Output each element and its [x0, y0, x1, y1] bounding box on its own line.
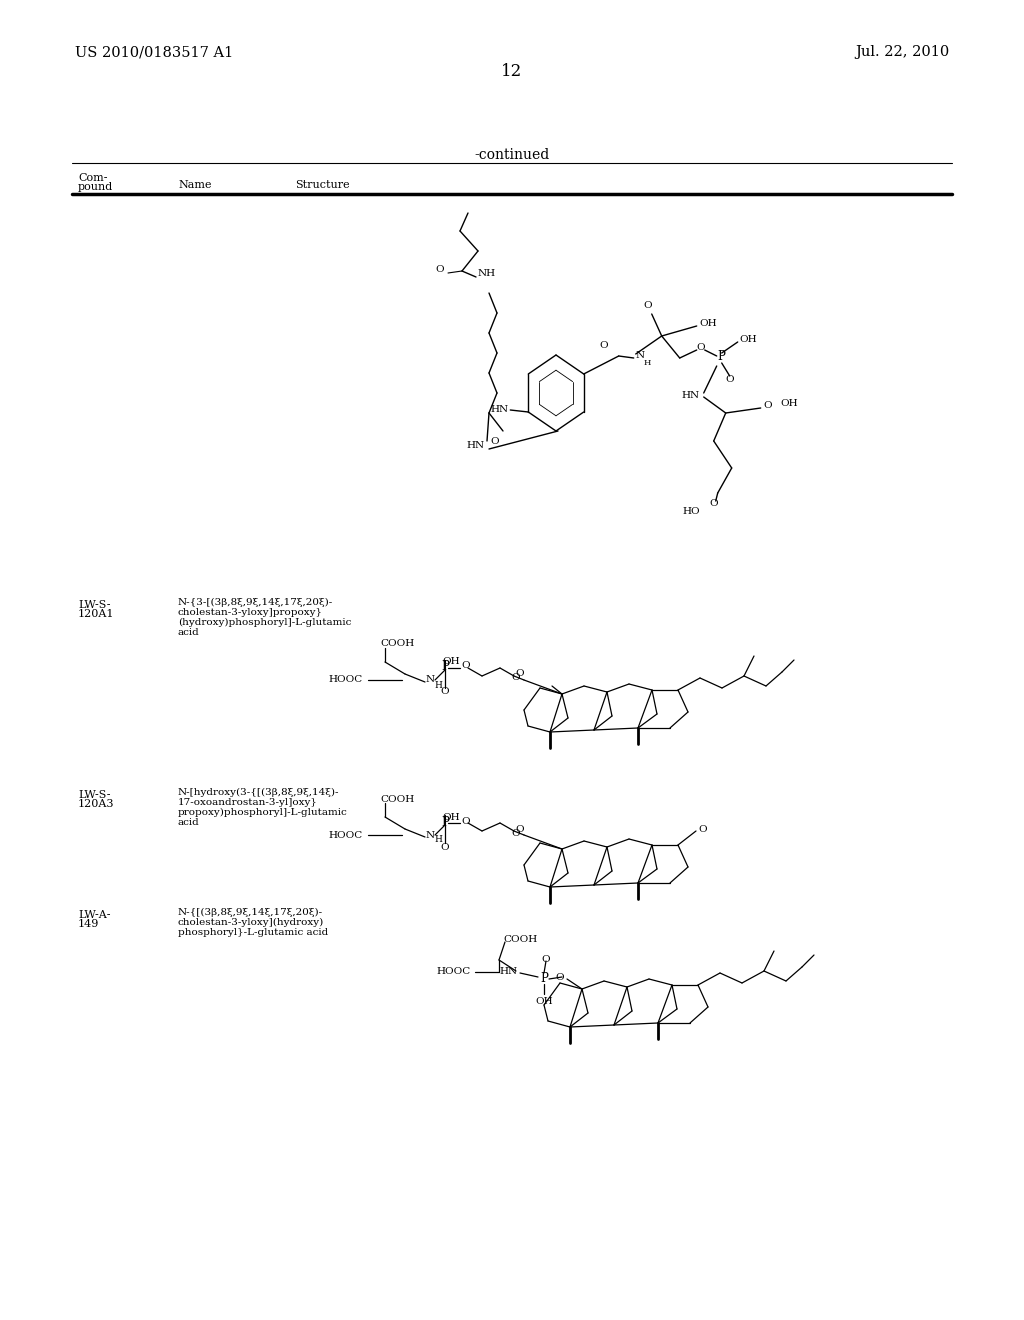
Text: N: N: [426, 830, 435, 840]
Text: OH: OH: [780, 399, 799, 408]
Text: O: O: [515, 669, 523, 678]
Text: N: N: [636, 351, 645, 360]
Text: OH: OH: [442, 657, 460, 667]
Text: Structure: Structure: [295, 180, 349, 190]
Text: N-[hydroxy(3-{[(3β,8ξ,9ξ,14ξ)-: N-[hydroxy(3-{[(3β,8ξ,9ξ,14ξ)-: [178, 788, 340, 797]
Text: LW-S-: LW-S-: [78, 789, 111, 800]
Text: P: P: [441, 816, 449, 829]
Text: Jul. 22, 2010: Jul. 22, 2010: [856, 45, 950, 59]
Text: cholestan-3-yloxy]propoxy}: cholestan-3-yloxy]propoxy}: [178, 609, 323, 616]
Text: O: O: [710, 499, 718, 507]
Text: HOOC: HOOC: [329, 676, 362, 685]
Text: O: O: [599, 342, 608, 351]
Text: (hydroxy)phosphoryl]-L-glutamic: (hydroxy)phosphoryl]-L-glutamic: [178, 618, 351, 627]
Text: HN: HN: [500, 966, 518, 975]
Text: acid: acid: [178, 818, 200, 828]
Text: P: P: [540, 973, 548, 986]
Text: 149: 149: [78, 919, 99, 929]
Text: P: P: [718, 350, 726, 363]
Text: COOH: COOH: [380, 795, 415, 804]
Text: 120A1: 120A1: [78, 609, 115, 619]
Text: -continued: -continued: [474, 148, 550, 162]
Text: HN: HN: [490, 405, 508, 414]
Text: O: O: [542, 954, 550, 964]
Text: HN: HN: [682, 391, 699, 400]
Text: OH: OH: [699, 319, 718, 329]
Text: N-{3-[(3β,8ξ,9ξ,14ξ,17ξ,20ξ)-: N-{3-[(3β,8ξ,9ξ,14ξ,17ξ,20ξ)-: [178, 598, 333, 607]
Text: 12: 12: [502, 63, 522, 81]
Text: 120A3: 120A3: [78, 799, 115, 809]
Text: O: O: [764, 400, 772, 409]
Text: OH: OH: [739, 335, 758, 345]
Text: H: H: [434, 681, 442, 689]
Text: COOH: COOH: [380, 639, 415, 648]
Text: O: O: [440, 842, 450, 851]
Text: Com-: Com-: [78, 173, 108, 183]
Text: NH: NH: [478, 268, 496, 277]
Text: O: O: [725, 375, 734, 384]
Text: O: O: [511, 829, 520, 837]
Text: HOOC: HOOC: [437, 968, 471, 977]
Text: COOH: COOH: [503, 936, 538, 945]
Text: P: P: [441, 660, 449, 673]
Text: O: O: [435, 264, 444, 273]
Text: phosphoryl}-L-glutamic acid: phosphoryl}-L-glutamic acid: [178, 928, 329, 937]
Text: acid: acid: [178, 628, 200, 638]
Text: O: O: [698, 825, 707, 833]
Text: O: O: [643, 301, 652, 310]
Text: LW-S-: LW-S-: [78, 601, 111, 610]
Text: 17-oxoandrostan-3-yl]oxy}: 17-oxoandrostan-3-yl]oxy}: [178, 799, 317, 807]
Text: pound: pound: [78, 182, 114, 191]
Text: Name: Name: [178, 180, 212, 190]
Text: propoxy)phosphoryl]-L-glutamic: propoxy)phosphoryl]-L-glutamic: [178, 808, 348, 817]
Text: O: O: [511, 673, 520, 682]
Text: O: O: [515, 825, 523, 833]
Text: O: O: [490, 437, 500, 446]
Text: LW-A-: LW-A-: [78, 909, 111, 920]
Text: cholestan-3-yloxy](hydroxy): cholestan-3-yloxy](hydroxy): [178, 917, 325, 927]
Text: HO: HO: [682, 507, 699, 516]
Text: O: O: [696, 343, 706, 352]
Text: O: O: [461, 661, 470, 671]
Text: O: O: [555, 973, 564, 982]
Text: N-{[(3β,8ξ,9ξ,14ξ,17ξ,20ξ)-: N-{[(3β,8ξ,9ξ,14ξ,17ξ,20ξ)-: [178, 908, 324, 917]
Text: OH: OH: [536, 997, 553, 1006]
Text: O: O: [461, 817, 470, 825]
Text: OH: OH: [442, 813, 460, 821]
Text: N: N: [426, 676, 435, 685]
Text: US 2010/0183517 A1: US 2010/0183517 A1: [75, 45, 233, 59]
Text: HOOC: HOOC: [329, 830, 362, 840]
Text: HN: HN: [467, 441, 485, 450]
Text: H: H: [434, 836, 442, 845]
Text: O: O: [440, 688, 450, 697]
Text: H: H: [644, 359, 651, 367]
